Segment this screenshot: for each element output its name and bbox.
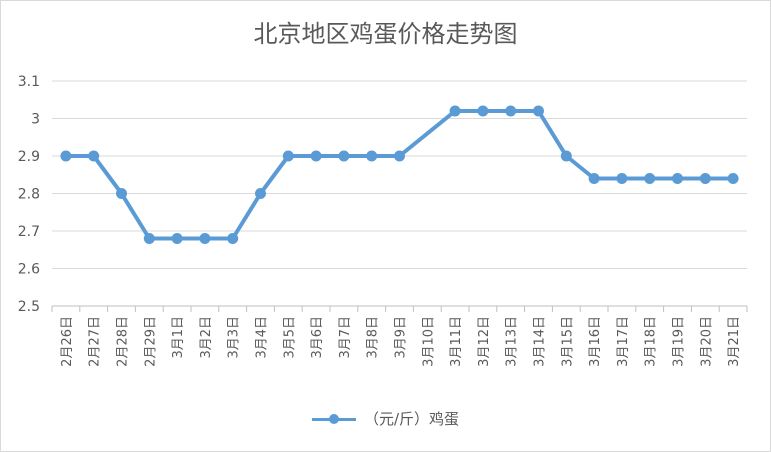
data-point bbox=[394, 150, 405, 162]
x-tick-label: 3月19日 bbox=[672, 316, 687, 367]
data-point bbox=[644, 173, 656, 184]
y-tick-label: 3.1 bbox=[18, 74, 40, 90]
x-tick-label: 3月8日 bbox=[366, 316, 381, 359]
data-point bbox=[338, 150, 350, 162]
x-tick-label: 3月16日 bbox=[588, 316, 603, 367]
x-tick-label: 3月10日 bbox=[421, 316, 436, 367]
legend-marker bbox=[311, 412, 356, 426]
series-segment bbox=[230, 191, 263, 241]
y-tick-label: 2.6 bbox=[18, 262, 40, 278]
x-tick-label: 3月12日 bbox=[477, 316, 492, 367]
y-tick-label: 2.8 bbox=[18, 187, 40, 203]
data-point bbox=[366, 150, 378, 162]
series-segment bbox=[397, 109, 458, 158]
data-point bbox=[699, 173, 711, 184]
x-tick-label: 2月26日 bbox=[60, 316, 75, 367]
data-point bbox=[505, 105, 517, 117]
x-tick-label: 3月21日 bbox=[727, 316, 742, 367]
series-segment bbox=[564, 154, 597, 181]
chart-title: 北京地区鸡蛋价格走势图 bbox=[253, 20, 518, 48]
x-tick-label: 3月1日 bbox=[171, 316, 186, 359]
y-tick-label: 2.5 bbox=[18, 299, 40, 315]
data-point bbox=[227, 233, 239, 244]
x-tick-label: 3月6日 bbox=[310, 316, 325, 359]
x-tick-label: 3月18日 bbox=[644, 316, 659, 367]
x-tick-label: 2月27日 bbox=[88, 316, 103, 367]
data-point bbox=[727, 173, 739, 184]
x-tick-label: 3月2日 bbox=[199, 316, 214, 359]
data-point bbox=[560, 150, 572, 162]
data-point bbox=[616, 173, 628, 184]
data-point bbox=[282, 150, 294, 162]
data-point bbox=[310, 150, 322, 162]
data-point bbox=[199, 233, 211, 244]
x-tick-label: 3月5日 bbox=[282, 316, 297, 359]
x-tick-label: 3月20日 bbox=[699, 316, 714, 367]
data-point bbox=[533, 105, 544, 117]
data-point bbox=[449, 105, 461, 117]
data-point bbox=[116, 188, 127, 199]
x-tick-label: 3月11日 bbox=[449, 316, 464, 367]
x-tick-label: 2月29日 bbox=[143, 316, 158, 367]
series-segment bbox=[119, 191, 152, 241]
legend-label: （元/斤）鸡蛋 bbox=[363, 410, 460, 428]
legend: （元/斤）鸡蛋 bbox=[0, 408, 771, 429]
data-point bbox=[60, 150, 72, 162]
y-tick-label: 2.7 bbox=[18, 224, 40, 240]
data-point bbox=[171, 233, 183, 244]
x-tick-label: 3月13日 bbox=[505, 316, 520, 367]
data-point bbox=[88, 150, 100, 162]
data-point bbox=[255, 188, 266, 199]
x-tick-label: 3月17日 bbox=[616, 316, 631, 367]
x-tick-label: 2月28日 bbox=[116, 316, 131, 367]
x-tick-label: 3月14日 bbox=[533, 316, 548, 367]
x-tick-label: 3月9日 bbox=[394, 316, 409, 359]
series-segment bbox=[91, 154, 124, 196]
y-tick-label: 2.9 bbox=[18, 149, 40, 165]
x-tick-label: 3月7日 bbox=[338, 316, 353, 359]
data-point bbox=[477, 105, 489, 117]
data-point bbox=[588, 173, 600, 184]
data-point bbox=[143, 233, 155, 244]
x-tick-label: 3月4日 bbox=[255, 316, 270, 359]
x-tick-label: 3月3日 bbox=[227, 316, 242, 359]
series-segment bbox=[258, 154, 291, 196]
y-tick-label: 3 bbox=[31, 112, 40, 128]
x-tick-label: 3月15日 bbox=[560, 316, 575, 367]
data-point bbox=[672, 173, 683, 184]
series-segment bbox=[536, 109, 569, 158]
